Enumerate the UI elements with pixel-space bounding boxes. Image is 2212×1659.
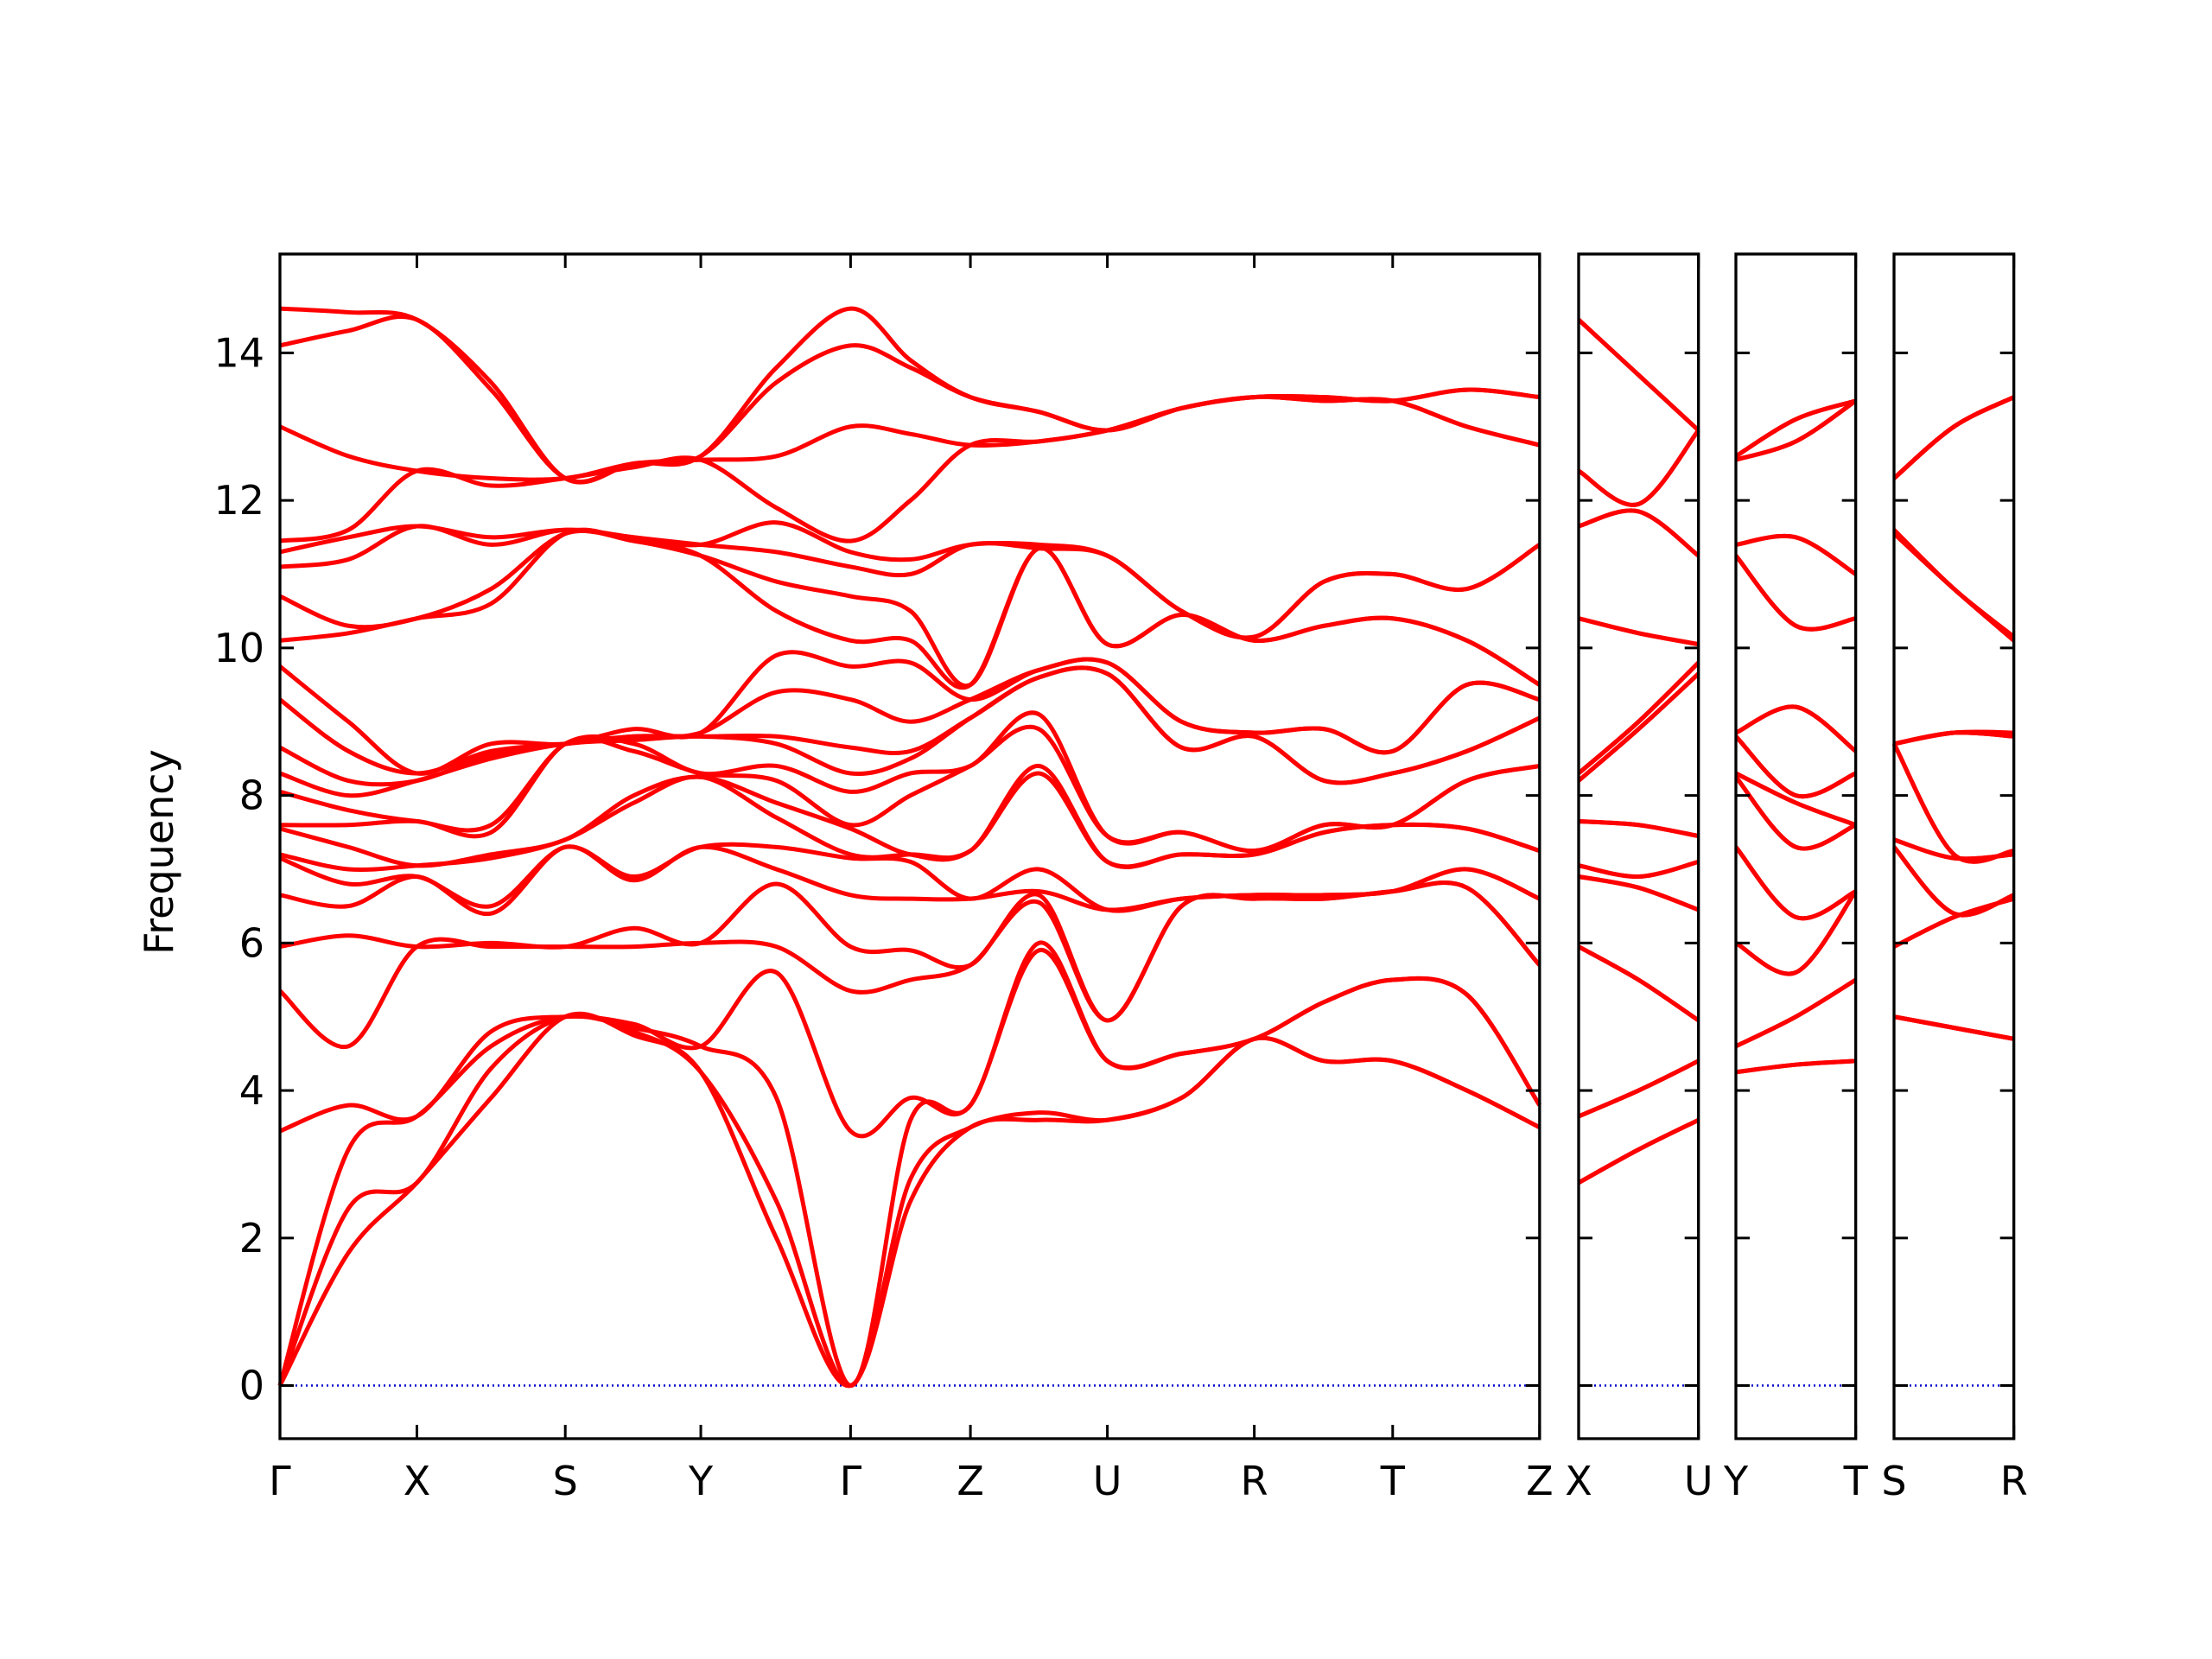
x-tick-label: R xyxy=(2000,1458,2028,1504)
y-tick-label: 0 xyxy=(239,1363,264,1409)
band xyxy=(1734,704,1858,753)
y-tick-label: 8 xyxy=(239,772,264,819)
band xyxy=(1734,554,1857,632)
band xyxy=(1734,977,1857,1049)
x-tick-label: R xyxy=(1241,1458,1268,1504)
band xyxy=(1891,742,2015,864)
band xyxy=(1734,845,1857,921)
band xyxy=(1577,661,1700,775)
y-tick-label: 10 xyxy=(213,625,264,671)
band xyxy=(1578,508,1700,558)
x-tick-label: Γ xyxy=(269,1458,291,1504)
plot-frame xyxy=(1577,252,1700,1440)
band xyxy=(279,842,1541,913)
band xyxy=(1734,890,1858,976)
band xyxy=(279,710,1541,854)
plot-frame xyxy=(1734,252,1858,1440)
band xyxy=(1578,1058,1700,1119)
band xyxy=(1734,398,1857,459)
band xyxy=(1893,1014,2015,1041)
band xyxy=(278,528,1541,689)
band xyxy=(279,394,1541,482)
x-tick-label: T xyxy=(1843,1458,1869,1504)
band xyxy=(279,763,1541,869)
band xyxy=(278,650,1541,776)
band xyxy=(1734,734,1857,799)
x-tick-label: Z xyxy=(957,1458,984,1504)
band xyxy=(1735,1058,1856,1075)
band xyxy=(1735,398,1858,462)
band xyxy=(277,948,1541,1389)
y-axis-label: Frequency xyxy=(136,749,182,955)
band xyxy=(1734,775,1857,851)
band xyxy=(1892,528,2016,639)
plot-frame xyxy=(1892,252,2016,1440)
x-tick-label: Y xyxy=(688,1458,714,1504)
band xyxy=(277,1011,1541,1389)
band xyxy=(1892,395,2015,480)
band xyxy=(1577,429,1700,507)
band xyxy=(1734,554,1857,632)
y-tick-label: 12 xyxy=(213,477,264,524)
band xyxy=(279,520,1541,640)
y-tick-label: 2 xyxy=(239,1215,264,1262)
x-tick-label: X xyxy=(1565,1458,1592,1504)
band xyxy=(1577,944,1700,1023)
y-tick-label: 4 xyxy=(239,1067,264,1114)
band xyxy=(1893,729,2014,747)
band xyxy=(278,665,1541,787)
band xyxy=(1892,845,2015,918)
band xyxy=(1734,845,1857,921)
band xyxy=(1578,859,1700,880)
band xyxy=(1577,429,1700,507)
band xyxy=(1735,398,1858,462)
x-tick-label: U xyxy=(1093,1458,1122,1504)
band xyxy=(279,306,1541,485)
band xyxy=(1734,771,1857,828)
band xyxy=(1577,671,1700,783)
band xyxy=(1577,318,1700,432)
band xyxy=(1734,704,1858,753)
x-tick-label: U xyxy=(1684,1458,1713,1504)
band xyxy=(1892,395,2015,480)
x-tick-label: S xyxy=(553,1458,578,1504)
band xyxy=(1734,398,1857,459)
band xyxy=(278,657,1541,776)
x-tick-label: X xyxy=(404,1458,431,1504)
plot-frame xyxy=(278,252,1541,1440)
y-tick-label: 14 xyxy=(213,329,264,376)
band xyxy=(1578,818,1700,839)
band xyxy=(1892,395,2015,480)
band xyxy=(1578,874,1700,912)
x-tick-label: Y xyxy=(1723,1458,1749,1504)
band xyxy=(1892,395,2015,480)
band xyxy=(279,940,1541,1139)
x-tick-label: T xyxy=(1380,1458,1406,1504)
band xyxy=(1577,1117,1700,1185)
x-tick-label: Z xyxy=(1526,1458,1554,1504)
x-tick-label: Γ xyxy=(840,1458,862,1504)
y-tick-label: 6 xyxy=(239,919,264,966)
band xyxy=(279,880,1541,1023)
band xyxy=(1734,734,1857,799)
x-tick-label: S xyxy=(1881,1458,1906,1504)
band xyxy=(1735,533,1858,576)
band xyxy=(279,665,1541,798)
band xyxy=(279,394,1541,543)
band xyxy=(1578,616,1700,647)
